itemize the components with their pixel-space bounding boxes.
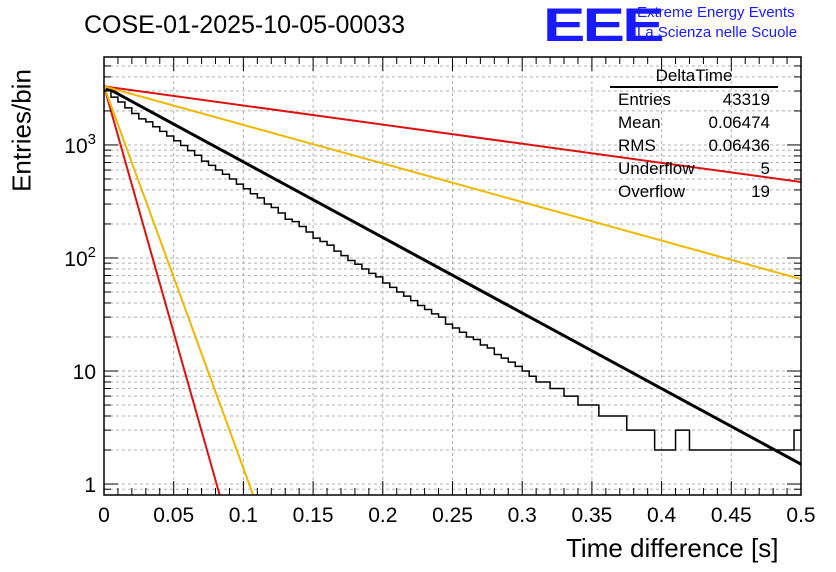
stats-value: 5 (760, 159, 770, 178)
x-tick-label: 0.45 (711, 504, 752, 527)
stats-value: 0.06436 (708, 136, 770, 155)
stats-value: 43319 (722, 90, 770, 109)
stats-label: Entries (618, 90, 671, 109)
histogram-steps (104, 89, 801, 451)
axis-ticks (103, 56, 802, 496)
stats-row: Underflow 5 (610, 157, 778, 180)
stats-label: RMS (618, 136, 656, 155)
x-tick-label: 0.3 (508, 504, 537, 527)
eee-logo: EEE (543, 0, 665, 51)
fit-curve-yellow-steep (103, 86, 255, 496)
x-tick-label: 0.2 (368, 504, 397, 527)
x-tick-label: 0.5 (786, 504, 815, 527)
y-tick-label: 1 (84, 474, 96, 497)
stats-label: Mean (618, 113, 661, 132)
stats-row: Mean 0.06474 (610, 111, 778, 134)
y-tick-label: 10 (73, 361, 96, 384)
org-name-line1: Extreme Energy Events (637, 4, 795, 21)
stats-row: Overflow 19 (610, 180, 778, 203)
x-tick-label: 0.15 (293, 504, 334, 527)
fit-curve-fit (103, 85, 802, 466)
stats-title: DeltaTime (610, 66, 778, 88)
y-tick-label: 102 (64, 244, 96, 271)
org-name-line2: La Scienza nelle Scuole (637, 24, 798, 41)
stats-row: RMS 0.06436 (610, 134, 778, 157)
x-tick-label: 0.1 (229, 504, 258, 527)
stats-value: 19 (751, 182, 770, 201)
y-axis-label: Entries/bin (6, 69, 37, 192)
stats-value: 0.06474 (708, 113, 770, 132)
x-tick-label: 0.05 (153, 504, 194, 527)
y-tick-label: 103 (64, 131, 96, 158)
stats-label: Overflow (618, 182, 686, 201)
x-tick-label: 0.35 (571, 504, 612, 527)
stats-label: Underflow (618, 159, 695, 178)
chart-title: COSE-01-2025-10-05-00033 (84, 11, 406, 39)
x-tick-label: 0.25 (432, 504, 473, 527)
histogram-line (104, 89, 801, 451)
axis-tick-labels: 0 0.05 0.1 0.15 0.2 0.25 0.3 0.35 0.4 0.45 0.5 1 10 1… (64, 131, 815, 527)
x-tick-label: 0.4 (647, 504, 677, 527)
fit-curves (103, 85, 802, 496)
x-axis-label: Time difference [s] (566, 533, 779, 563)
fit-curve-red-shallow (103, 85, 802, 184)
stats-row: Entries 43319 (610, 88, 778, 111)
fit-curve-red-steep (103, 86, 221, 496)
x-tick-label: 0 (98, 504, 110, 527)
stats-box: DeltaTime Entries 43319 Mean 0.06474 RMS… (610, 66, 778, 203)
fit-curve-yellow-shallow (103, 85, 802, 281)
